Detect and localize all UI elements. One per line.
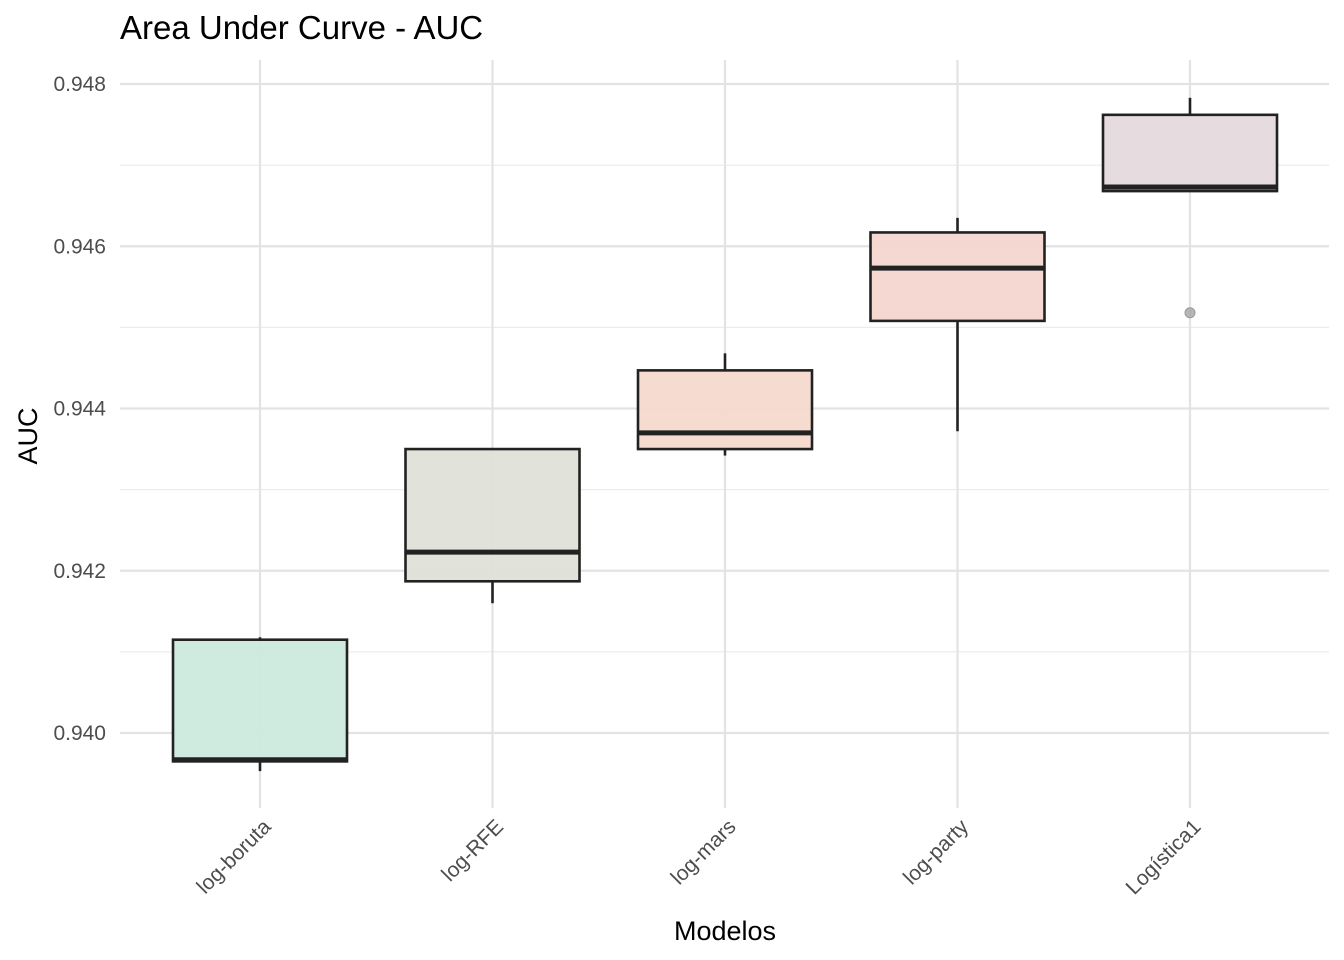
box-log-boruta — [171, 637, 349, 772]
y-axis-title: AUC — [13, 407, 43, 464]
x-tick-labels: log-boruta log-RFE log-mars log-party Logíst… — [192, 815, 1205, 899]
x-axis-title: Modelos — [674, 916, 776, 946]
box-log-party — [869, 217, 1046, 432]
box-iqr — [404, 447, 581, 583]
y-tick-label: 0.944 — [53, 398, 106, 421]
box-log-mars — [636, 353, 814, 456]
grid-lines — [120, 60, 1329, 808]
box-iqr — [171, 638, 349, 763]
box-log-RFE — [404, 447, 581, 604]
y-tick-label: 0.948 — [53, 73, 106, 96]
box-iqr — [636, 369, 814, 451]
box-iqr — [869, 231, 1046, 323]
box-Logística1 — [1101, 97, 1279, 319]
box-iqr — [1101, 113, 1279, 193]
outlier-point — [1184, 307, 1196, 319]
x-tick-label: log-mars — [667, 815, 741, 889]
chart-title: Area Under Curve - AUC — [120, 9, 483, 46]
x-tick-label: log-boruta — [192, 815, 275, 898]
boxes — [171, 97, 1279, 772]
x-tick-label: log-party — [899, 815, 973, 889]
y-tick-label: 0.940 — [53, 722, 106, 745]
y-tick-labels: 0.940 0.942 0.944 0.946 0.948 — [53, 73, 106, 745]
y-tick-label: 0.946 — [53, 235, 106, 258]
y-tick-label: 0.942 — [53, 560, 106, 583]
x-tick-label: Logística1 — [1122, 815, 1206, 899]
x-tick-label: log-RFE — [437, 815, 508, 886]
